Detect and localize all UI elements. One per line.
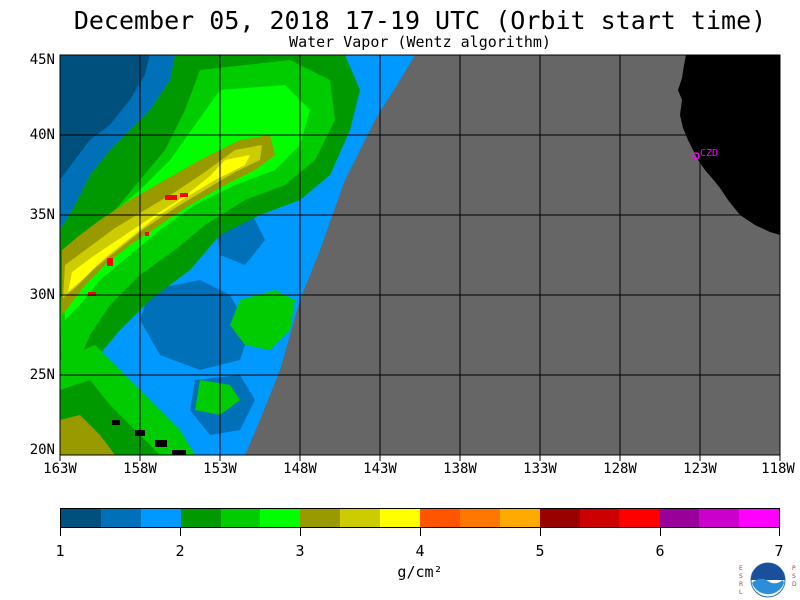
- lon-label-118w: 118W: [761, 461, 795, 477]
- svg-text:L: L: [739, 589, 743, 596]
- legend-color-swatch-16: [699, 509, 740, 527]
- lat-label-25n: 25N: [29, 367, 55, 383]
- station-czd-label: CZD: [700, 148, 718, 159]
- lon-label-163w: 163W: [43, 461, 77, 477]
- legend-tick: [540, 528, 541, 536]
- lat-label-30n: 30N: [29, 287, 55, 303]
- axis-ticks: [59, 455, 781, 461]
- legend-color-swatch-9: [420, 509, 460, 527]
- lat-label-20n: 20N: [29, 442, 55, 458]
- svg-text:S: S: [792, 573, 796, 580]
- map-field: [60, 55, 780, 455]
- lon-label-148w: 148W: [283, 461, 317, 477]
- legend-tick: [180, 528, 181, 536]
- legend-tick: [420, 528, 421, 536]
- legend-color-swatch-1: [100, 509, 141, 527]
- lat-label-45n: 45N: [29, 52, 55, 68]
- lon-label-133w: 133W: [523, 461, 557, 477]
- svg-text:P: P: [792, 565, 796, 572]
- station-czd-marker: CZD: [692, 148, 718, 160]
- svg-text:E: E: [739, 565, 743, 572]
- legend-color-swatch-4: [220, 509, 261, 527]
- legend-color-swatch-11: [499, 509, 540, 527]
- legend-color-swatch-3: [180, 509, 221, 527]
- legend-color-swatch-12: [539, 509, 580, 527]
- color-legend-bar: [60, 508, 780, 528]
- svg-text:D: D: [792, 581, 797, 588]
- legend-color-swatch-7: [340, 509, 381, 527]
- lon-label-128w: 128W: [603, 461, 637, 477]
- legend-color-swatch-17: [739, 509, 780, 527]
- lon-label-138w: 138W: [443, 461, 477, 477]
- legend-color-swatch-15: [659, 509, 700, 527]
- legend-tick: [779, 528, 780, 536]
- svg-text:R: R: [739, 581, 743, 588]
- legend-label-1: 1: [55, 542, 65, 560]
- lon-label-158w: 158W: [123, 461, 157, 477]
- legend-label-2: 2: [175, 542, 185, 560]
- legend-label-7: 7: [774, 542, 784, 560]
- legend-tick: [60, 528, 61, 536]
- legend-label-3: 3: [295, 542, 305, 560]
- legend-color-swatch-13: [579, 509, 620, 527]
- legend-color-swatch-14: [619, 509, 660, 527]
- graticule: [59, 54, 781, 456]
- page-subtitle: Water Vapor (Wentz algorithm): [289, 33, 551, 51]
- legend-tick: [660, 528, 661, 536]
- lon-label-123w: 123W: [683, 461, 717, 477]
- legend-label-5: 5: [535, 542, 545, 560]
- page-title: December 05, 2018 17-19 UTC (Orbit start…: [73, 6, 767, 35]
- legend-color-swatch-10: [459, 509, 500, 527]
- lon-label-143w: 143W: [363, 461, 397, 477]
- legend-color-swatch-0: [61, 509, 101, 527]
- legend-units: g/cm²: [397, 563, 443, 581]
- lat-label-35n: 35N: [29, 207, 55, 223]
- legend-color-swatch-5: [260, 509, 301, 527]
- lon-label-153w: 153W: [203, 461, 237, 477]
- legend-label-6: 6: [655, 542, 665, 560]
- legend-color-swatch-2: [140, 509, 181, 527]
- legend-color-swatch-8: [380, 509, 421, 527]
- svg-text:S: S: [739, 573, 743, 580]
- legend-tick: [300, 528, 301, 536]
- lat-label-40n: 40N: [29, 127, 55, 143]
- legend-label-4: 4: [415, 542, 425, 560]
- legend-color-swatch-6: [300, 509, 341, 527]
